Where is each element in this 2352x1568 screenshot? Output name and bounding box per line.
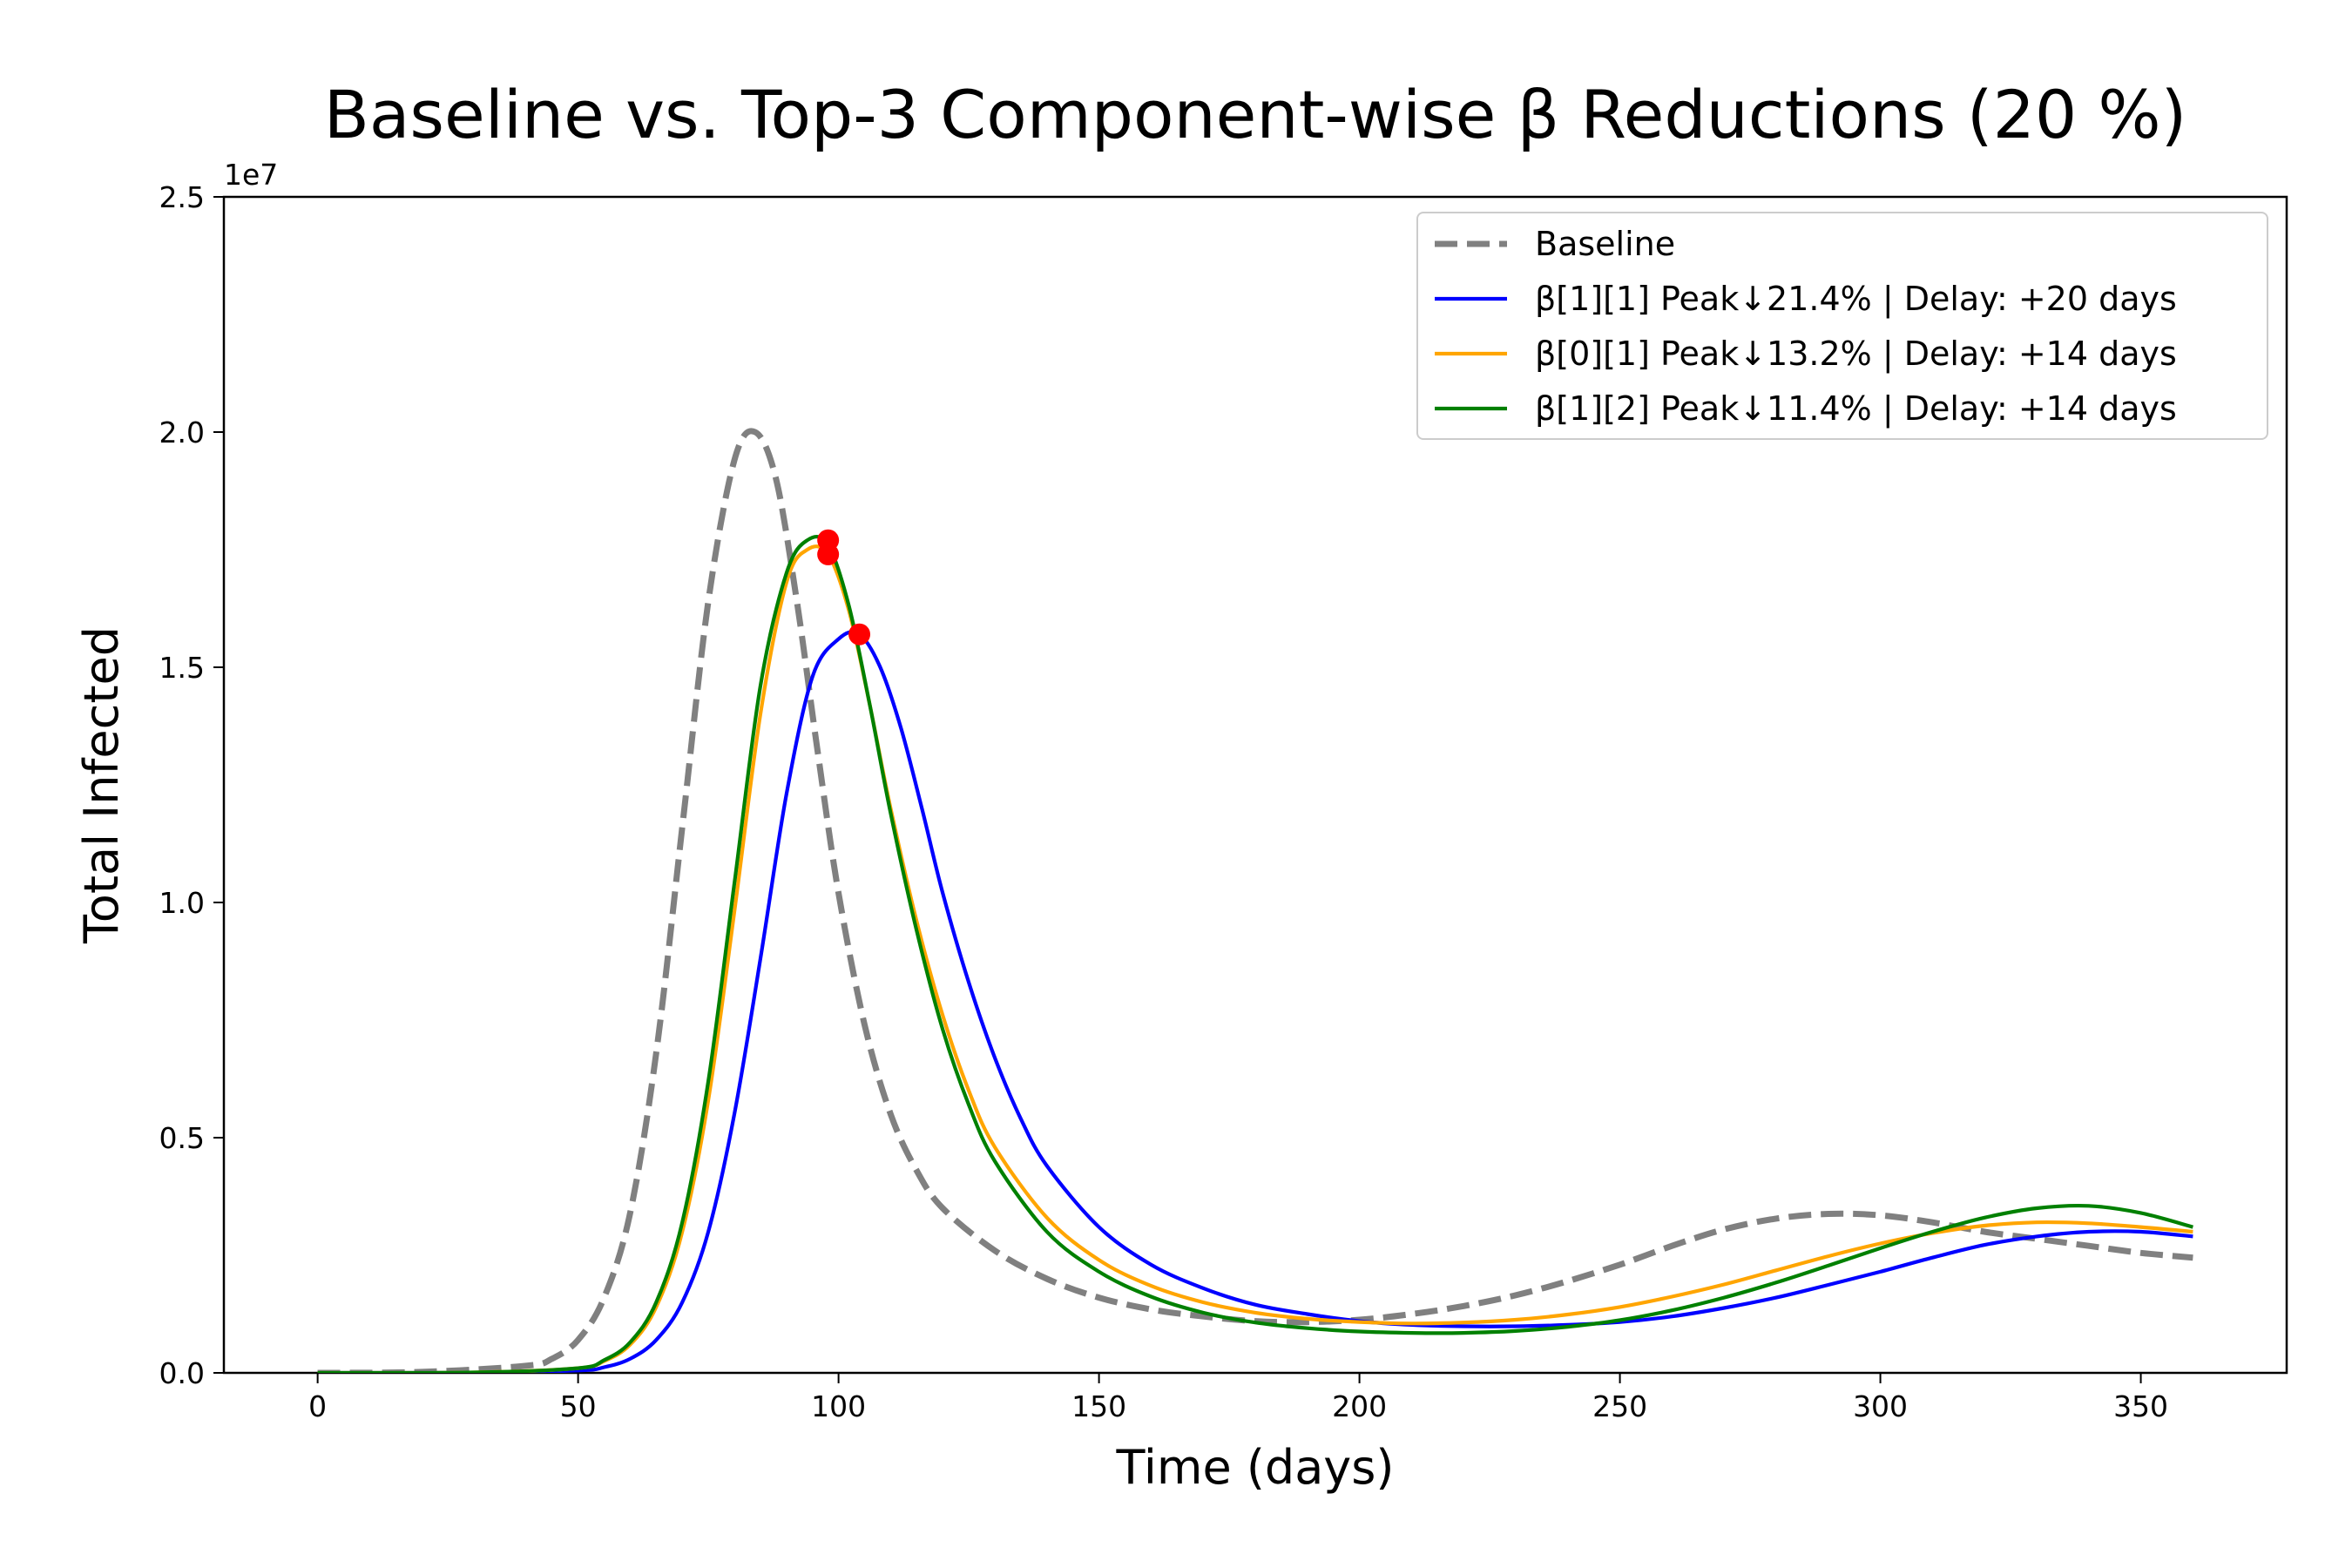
y-tick-label: 0.0 bbox=[159, 1356, 205, 1390]
series-line-beta-0-1 bbox=[317, 544, 2193, 1373]
x-axis: 0 50 100 150 200 250 300 350 bbox=[308, 1373, 2168, 1423]
x-tick-label: 0 bbox=[308, 1389, 327, 1423]
series-layer bbox=[317, 428, 2193, 1373]
x-tick-label: 350 bbox=[2113, 1389, 2168, 1423]
series-line-beta-1-2 bbox=[317, 535, 2193, 1373]
x-tick-label: 250 bbox=[1592, 1389, 1647, 1423]
peak-markers bbox=[817, 529, 871, 645]
legend-label-beta-1-2: β[1][2] Peak↓11.4% | Delay: +14 days bbox=[1535, 389, 2177, 429]
chart-title: Baseline vs. Top-3 Component-wise β Redu… bbox=[324, 76, 2187, 153]
y-tick-label: 1.0 bbox=[159, 886, 205, 920]
y-axis-label: Total Infected bbox=[74, 626, 129, 944]
x-tick-label: 300 bbox=[1853, 1389, 1908, 1423]
peak-marker-3 bbox=[817, 529, 840, 551]
x-tick-label: 100 bbox=[811, 1389, 866, 1423]
legend-box bbox=[1416, 212, 2268, 440]
y-axis: 0.0 0.5 1.0 1.5 2.0 2.5 bbox=[159, 180, 224, 1390]
x-tick-label: 200 bbox=[1332, 1389, 1387, 1423]
y-offset-label: 1e7 bbox=[224, 158, 278, 192]
y-tick-label: 2.0 bbox=[159, 416, 205, 449]
x-axis-label: Time (days) bbox=[1116, 1440, 1395, 1495]
peak-marker-1 bbox=[848, 623, 871, 645]
x-tick-label: 150 bbox=[1071, 1389, 1126, 1423]
y-tick-label: 2.5 bbox=[159, 180, 205, 214]
legend-label-beta-1-1: β[1][1] Peak↓21.4% | Delay: +20 days bbox=[1535, 280, 2177, 319]
legend-label-baseline: Baseline bbox=[1535, 225, 1675, 263]
legend-label-beta-0-1: β[0][1] Peak↓13.2% | Delay: +14 days bbox=[1535, 335, 2177, 374]
y-tick-label: 1.5 bbox=[159, 651, 205, 685]
y-tick-label: 0.5 bbox=[159, 1121, 205, 1155]
series-line-beta-1-1 bbox=[317, 630, 2193, 1373]
series-line-baseline bbox=[317, 428, 2193, 1373]
legend: Baseline β[1][1] Peak↓21.4% | Delay: +20 … bbox=[1416, 212, 2268, 440]
x-tick-label: 50 bbox=[560, 1389, 597, 1423]
